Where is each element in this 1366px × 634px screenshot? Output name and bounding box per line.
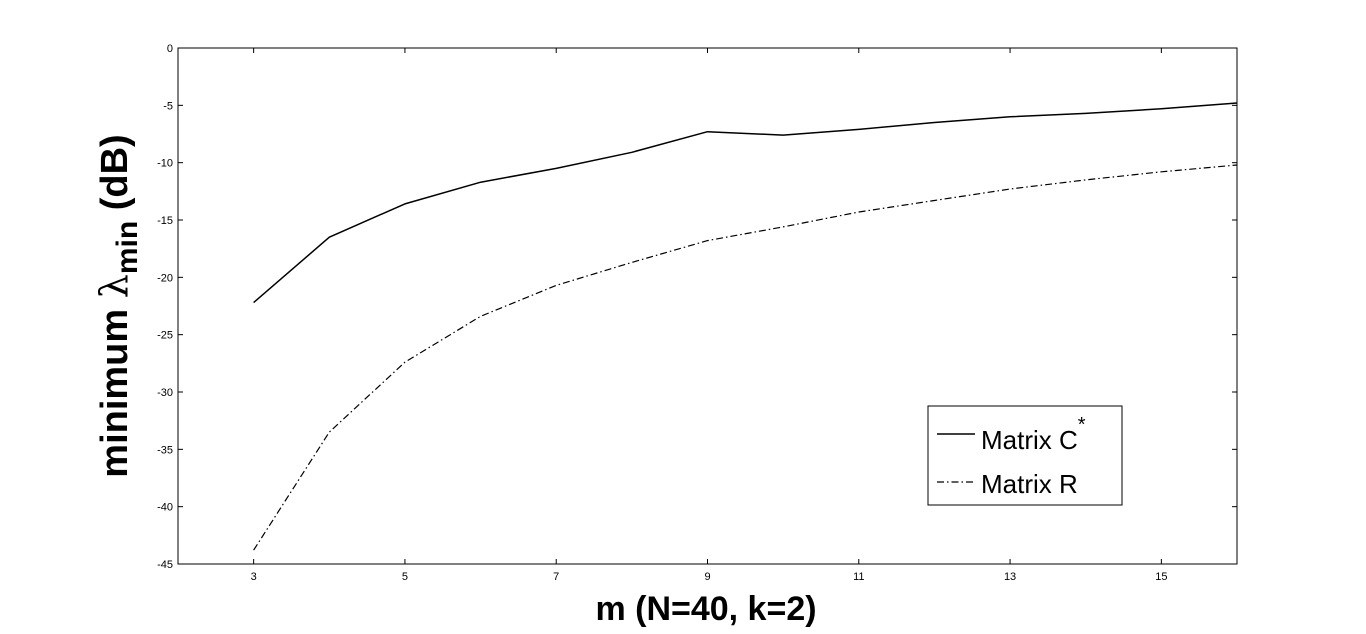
x-tick-label: 5	[402, 571, 408, 583]
legend-label-matrix-c: Matrix C*	[981, 414, 1086, 455]
y-tick-label: -35	[157, 444, 173, 456]
x-tick-label: 15	[1155, 571, 1167, 583]
y-tick-label: -40	[157, 502, 173, 514]
series-lines	[253, 102, 1238, 551]
series-line-matrix-r	[253, 164, 1238, 551]
x-tick-label: 11	[853, 571, 864, 583]
x-tick-label: 9	[704, 571, 710, 583]
y-tick-label: -45	[157, 559, 173, 571]
y-axis-ticks: 0 -5 -10 -15 -20 -25 -30 -35 -40 -45	[157, 43, 1237, 571]
y-axis-label-prefix: minimum	[94, 298, 136, 477]
y-tick-label: -10	[157, 158, 173, 170]
y-axis-label: minimum λmin (dB)	[92, 134, 144, 477]
y-axis-label-subscript: min	[111, 221, 144, 274]
legend: Matrix C* Matrix R	[927, 405, 1123, 506]
y-tick-label: -15	[157, 215, 173, 227]
x-axis-label: m (N=40, k=2)	[595, 590, 816, 628]
y-axis-label-suffix: (dB)	[94, 134, 136, 221]
legend-label-matrix-r: Matrix R	[981, 469, 1078, 499]
legend-label-matrix-c-name: Matrix C	[981, 425, 1078, 455]
x-tick-label: 3	[251, 571, 257, 583]
legend-label-matrix-c-superscript: *	[1078, 414, 1086, 436]
y-axis-label-symbol: λ	[92, 274, 136, 298]
y-tick-label: -20	[157, 272, 173, 284]
x-axis-ticks: 3 5 7 9 11 13 15	[251, 48, 1167, 583]
x-tick-label: 13	[1004, 571, 1016, 583]
y-tick-label: 0	[167, 43, 173, 55]
y-tick-label: -5	[163, 100, 173, 112]
series-line-matrix-c	[253, 102, 1238, 304]
y-tick-label: -30	[157, 387, 173, 399]
y-tick-label: -25	[157, 330, 173, 342]
legend-box	[927, 405, 1123, 506]
x-tick-label: 7	[553, 571, 559, 583]
